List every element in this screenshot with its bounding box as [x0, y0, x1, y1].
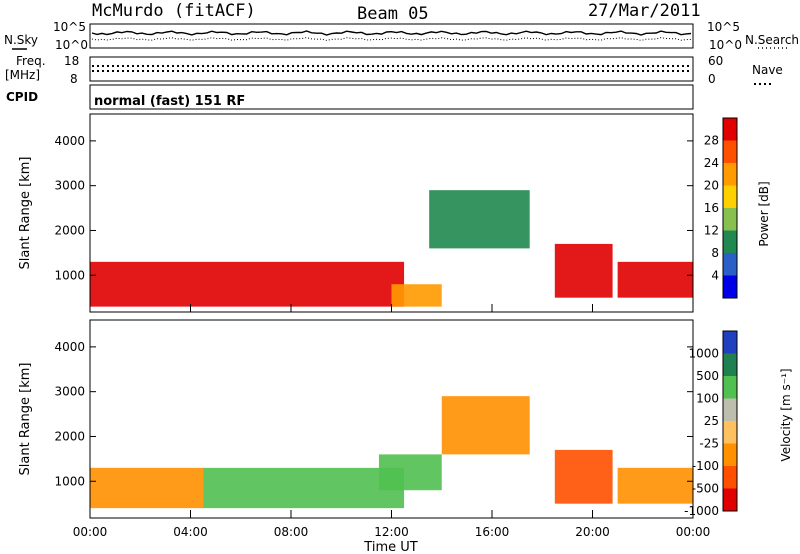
time-axis: Time UT 00:00 04:00 08:00 12:00 16:00 20:00 00… [73, 304, 711, 554]
range-tick-label: 1000 [54, 474, 85, 488]
cpid-strip-frame [89, 84, 694, 110]
time-tick-label: 16:00 [475, 525, 510, 539]
x-axis-label: Time UT [363, 540, 417, 554]
power-panel: Slant Range [km] 4000 3000 2000 1000 [18, 113, 694, 313]
colorbar-tick-label: 8 [711, 246, 719, 260]
scatter-band-1-5 [617, 467, 693, 504]
time-tick-label: 00:00 [73, 525, 108, 539]
scatter-band-0-0 [90, 261, 405, 307]
colorbar-frame [722, 330, 738, 512]
scatter-band-1-3 [441, 396, 530, 455]
power-colorbar-label: Power [dB] [757, 181, 771, 246]
scatter-band-1-1 [203, 467, 405, 509]
colorbar-segment [723, 466, 737, 489]
nsky-series-line [91, 30, 692, 36]
nave-ytick-bottom: 0 [708, 72, 716, 86]
cpid-value: normal (fast) 151 RF [94, 94, 245, 109]
colorbar-tick-label: -1000 [684, 504, 719, 518]
frequency-strip-frame [89, 56, 694, 82]
freq-label-line1: Freq. [16, 54, 46, 68]
colorbar-tick-label: 16 [704, 201, 719, 215]
nsearch-series-line [91, 37, 692, 41]
nsky-label: N.Sky [4, 33, 38, 47]
colorbar-tick-label: -500 [692, 482, 719, 496]
range-tick-label: 4000 [54, 340, 85, 354]
cpid-label: CPID [6, 90, 38, 104]
time-tick-label: 00:00 [676, 525, 711, 539]
velocity-panel: Slant Range [km] 4000 3000 2000 1000 [18, 319, 694, 519]
scatter-band-0-1 [391, 284, 442, 307]
velocity-colorbar-label: Velocity [m s⁻¹] [779, 368, 793, 461]
colorbar-segment [723, 185, 737, 209]
colorbar-tick-label: -100 [692, 459, 719, 473]
colorbar-segment [723, 443, 737, 467]
range-tick-label: 3000 [54, 179, 85, 193]
colorbar-tick-label: 24 [704, 156, 719, 170]
colorbar-segment [723, 353, 737, 377]
noise-ytick-right-top: 10^5 [707, 20, 740, 34]
cpid-strip: CPID normal (fast) 151 RF [6, 84, 694, 110]
colorbar-segment [723, 488, 737, 512]
colorbar-segment [723, 421, 737, 444]
colorbar-tick-label: 500 [696, 369, 719, 383]
range-tick-label: 3000 [54, 385, 85, 399]
noise-ytick-left-bottom: 10^0 [55, 38, 88, 52]
range-tick-label: 2000 [54, 429, 85, 443]
colorbar-tick-label: 20 [704, 179, 719, 193]
nave-ytick-top: 60 [708, 54, 723, 68]
nave-label: Nave [752, 63, 783, 77]
date-title: 27/Mar/2011 [588, 1, 701, 21]
time-tick-label: 20:00 [575, 525, 610, 539]
colorbar-segment [723, 275, 737, 299]
time-tick-label: 04:00 [173, 525, 208, 539]
range-tick-label: 2000 [54, 223, 85, 237]
power-ylabel: Slant Range [km] [18, 157, 33, 270]
colorbar-segment [723, 331, 737, 354]
velocity-ylabel: Slant Range [km] [18, 363, 33, 476]
scatter-band-0-3 [554, 243, 613, 298]
range-tick-label: 1000 [54, 268, 85, 282]
colorbar-tick-label: 100 [696, 392, 719, 406]
noise-ytick-left-top: 10^5 [53, 20, 86, 34]
freq-label-line2: [MHz] [5, 68, 40, 82]
freq-ytick-top: 18 [64, 54, 79, 68]
colorbar-segment [723, 230, 737, 254]
colorbar-segment [723, 118, 737, 141]
power-colorbar: Power [dB] 28 24 20 16 12 8 4 [704, 117, 771, 299]
colorbar-segment [723, 140, 737, 164]
beam-title: Beam 05 [357, 4, 429, 24]
colorbar-tick-label: -25 [699, 437, 719, 451]
colorbar-tick-label: 1000 [688, 347, 719, 361]
time-tick-label: 08:00 [274, 525, 309, 539]
scatter-band-1-0 [90, 467, 204, 509]
velocity-colorbar: Velocity [m s⁻¹] 1000 500 100 25 -25 -100 -500… [684, 330, 793, 518]
colorbar-segment [723, 253, 737, 276]
colorbar-tick-label: 12 [704, 224, 719, 238]
nsearch-label: N.Search [745, 33, 799, 47]
colorbar-frame [722, 117, 738, 299]
colorbar-segment [723, 376, 737, 399]
freq-ytick-bottom: 8 [70, 72, 78, 86]
colorbar-tick-label: 28 [704, 134, 719, 148]
range-tick-label: 4000 [54, 134, 85, 148]
scatter-band-0-2 [429, 190, 530, 249]
time-tick-label: 12:00 [374, 525, 409, 539]
scatter-band-1-2 [378, 454, 442, 491]
noise-ytick-right-bottom: 10^0 [709, 38, 742, 52]
scatter-band-1-4 [554, 449, 613, 504]
colorbar-segment [723, 163, 737, 186]
colorbar-segment [723, 398, 737, 422]
scatter-band-0-4 [617, 261, 693, 298]
frequency-strip: Freq. [MHz] 18 8 60 0 Nave [5, 54, 783, 86]
noise-strip: N.Sky 10^5 10^0 10^5 10^0 N.Search [4, 20, 799, 52]
station-title: McMurdo (fitACF) [92, 1, 256, 21]
colorbar-tick-label: 4 [711, 269, 719, 283]
noise-strip-frame [89, 23, 694, 49]
colorbar-tick-label: 25 [704, 414, 719, 428]
colorbar-segment [723, 208, 737, 231]
